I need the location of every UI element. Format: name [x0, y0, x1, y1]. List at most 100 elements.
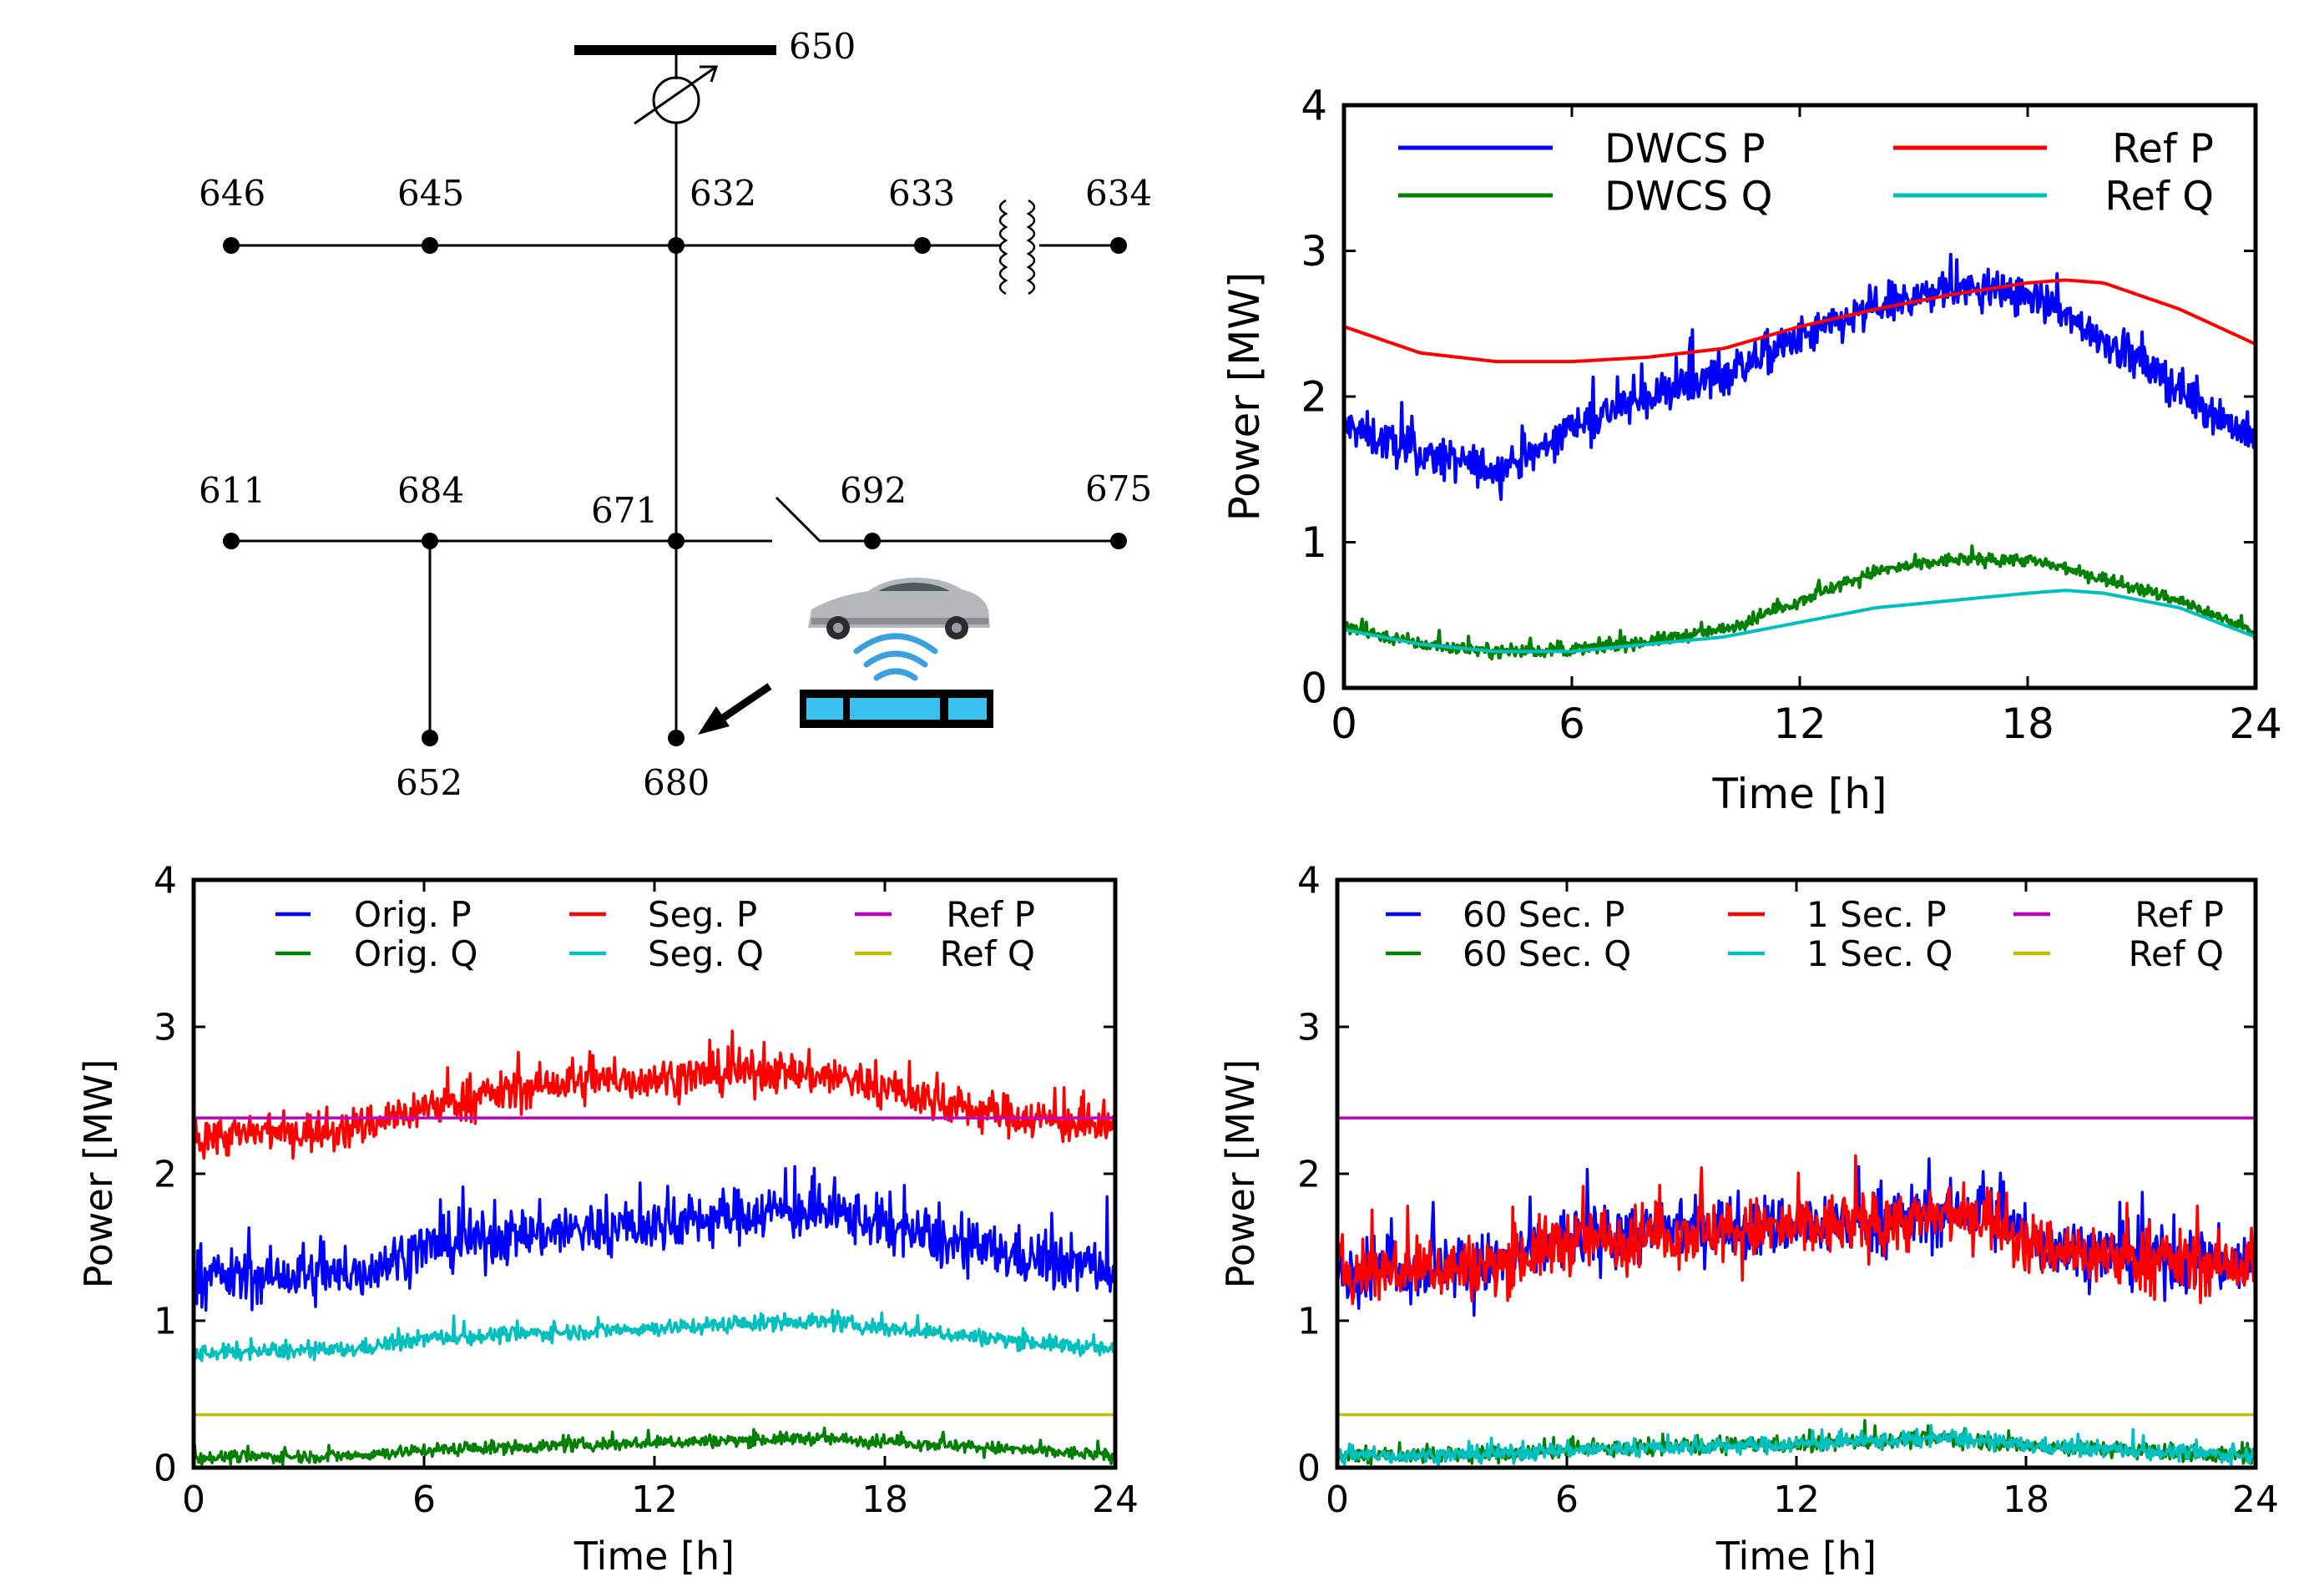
node-label-671: 671	[591, 490, 658, 531]
series-line-1-sec-p	[1337, 1154, 2256, 1306]
node-dot-633	[914, 237, 931, 254]
legend-label-60-sec-p: 60 Sec. P	[1463, 894, 1624, 935]
chart-bottom-right-lines	[1337, 1116, 2256, 1468]
series-line-ref-p	[1344, 278, 2256, 364]
x-tick-label: 0	[1331, 700, 1357, 748]
legend: 60 Sec. P60 Sec. Q 1 Sec. P1 Sec. Q Ref PR…	[1386, 894, 2224, 974]
node-label-646: 646	[199, 173, 265, 214]
y-tick-label: 4	[1301, 82, 1327, 130]
node-dot-684	[422, 533, 438, 549]
legend-label-dwcs-p: DWCS P	[1604, 125, 1766, 172]
switch-icon	[775, 496, 1119, 543]
series-line-seg-q	[194, 1308, 1115, 1362]
node-label-633: 633	[888, 173, 955, 214]
node-dot-671	[668, 533, 685, 549]
legend-label-1-sec-q: 1 Sec. Q	[1806, 933, 1953, 974]
y-tick-label: 1	[1297, 1300, 1321, 1342]
legend-label-1-sec-p: 1 Sec. P	[1806, 894, 1947, 935]
node-label-611: 611	[199, 470, 265, 511]
legend-label-orig-p: Orig. P	[354, 894, 472, 935]
ev-car-icon	[808, 578, 990, 639]
y-tick-label: 3	[154, 1006, 177, 1049]
x-tick-label: 18	[2001, 700, 2054, 748]
node-dot-646	[223, 237, 240, 254]
y-tick-label: 2	[1301, 373, 1327, 422]
legend-label-orig-q: Orig. Q	[354, 933, 477, 974]
chart-top-right-lines	[1344, 252, 2256, 661]
node-label-652: 652	[396, 762, 462, 803]
wifi-signal-icon	[853, 633, 938, 681]
series-line-seg-p	[194, 1029, 1115, 1160]
legend-label-ref-p: Ref P	[2135, 894, 2224, 935]
y-tick-label: 2	[1297, 1153, 1321, 1195]
node-dot-645	[422, 237, 438, 254]
x-tick-label: 24	[1092, 1478, 1139, 1521]
series-line-orig-p	[194, 1165, 1115, 1312]
wireless-charging-pad-icon	[800, 690, 993, 728]
x-axis-label: Time [h]	[1715, 1534, 1877, 1577]
node-label-680: 680	[643, 762, 710, 803]
series-line-dwcs-p	[1344, 252, 2256, 502]
legend-label-ref-p: Ref P	[946, 894, 1035, 935]
node-label-692: 692	[840, 470, 907, 511]
y-tick-label: 0	[1301, 665, 1327, 713]
y-tick-label: 1	[1301, 518, 1327, 567]
y-tick-label: 4	[154, 859, 177, 902]
series-line-ref-q	[1344, 589, 2256, 654]
legend-label-seg-q: Seg. Q	[648, 933, 764, 974]
y-tick-label: 2	[154, 1153, 177, 1195]
y-tick-label: 1	[154, 1300, 177, 1342]
y-axis-label: Power [MW]	[1220, 272, 1269, 522]
legend-label-ref-q: Ref Q	[2129, 933, 2224, 974]
x-tick-label: 24	[2229, 700, 2282, 748]
node-dot-675	[1110, 533, 1127, 549]
x-axis-label: Time [h]	[1712, 770, 1887, 818]
node-label-684: 684	[397, 470, 464, 511]
x-tick-label: 6	[1559, 700, 1585, 748]
series-line-60-sec-p	[1337, 1157, 2256, 1317]
x-tick-label: 12	[1773, 700, 1826, 748]
x-tick-label: 18	[2003, 1478, 2049, 1521]
x-tick-label: 24	[2232, 1478, 2279, 1521]
series-line-dwcs-q	[1344, 544, 2256, 661]
feeder-diagram	[223, 45, 1127, 746]
x-tick-label: 18	[861, 1478, 908, 1521]
x-tick-label: 12	[631, 1478, 678, 1521]
node-dot-652	[422, 730, 438, 746]
node-label-632: 632	[690, 173, 756, 214]
y-tick-label: 3	[1301, 227, 1327, 275]
y-tick-label: 4	[1297, 859, 1321, 902]
y-tick-label: 3	[1297, 1006, 1321, 1049]
x-tick-label: 6	[412, 1478, 436, 1521]
legend-label-ref-q: Ref Q	[2104, 173, 2214, 220]
node-label-650: 650	[789, 26, 856, 67]
y-axis-label: Power [MW]	[76, 1059, 121, 1289]
node-label-634: 634	[1085, 173, 1152, 214]
node-dot-632	[668, 237, 685, 254]
series-line-1-sec-q	[1337, 1423, 2256, 1468]
x-tick-label: 0	[1326, 1478, 1349, 1521]
node-dot-611	[223, 533, 240, 549]
node-dot-680	[668, 730, 685, 746]
legend-label-ref-p: Ref P	[2112, 125, 2214, 172]
transformer-icon	[998, 199, 1036, 296]
legend-label-ref-q: Ref Q	[940, 933, 1035, 974]
series-line-orig-q	[194, 1426, 1115, 1467]
legend-label-dwcs-q: DWCS Q	[1604, 173, 1772, 220]
y-tick-label: 0	[154, 1447, 177, 1489]
legend-label-60-sec-q: 60 Sec. Q	[1463, 933, 1631, 974]
y-axis-label: Power [MW]	[1218, 1059, 1263, 1289]
node-label-675: 675	[1085, 468, 1152, 509]
x-tick-label: 12	[1773, 1478, 1820, 1521]
x-axis-label: Time [h]	[573, 1534, 735, 1577]
chart-bottom-left-lines	[194, 1029, 1115, 1467]
